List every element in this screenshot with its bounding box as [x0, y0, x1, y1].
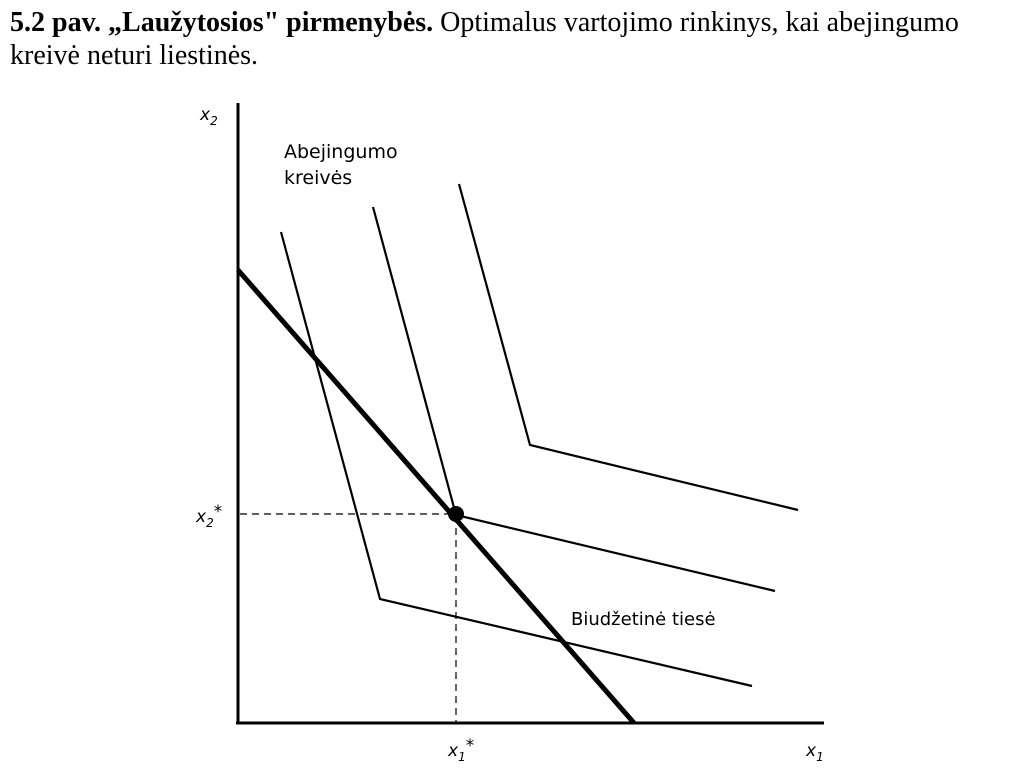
optimum-x1-label: x1* [447, 736, 474, 764]
x-axis-label: x1 [805, 741, 824, 764]
figure-number: 5.2 pav. „Laužytosios" pirmenybės. [10, 7, 434, 38]
optimum-point [448, 506, 464, 522]
indifference-curve-mid [371, 206, 776, 593]
figure-caption: 5.2 pav. „Laužytosios" pirmenybės. Optim… [10, 6, 1014, 72]
optimum-x2-label: x2* [195, 502, 222, 530]
indifference-curve-high [457, 183, 799, 512]
budget-line [236, 268, 636, 725]
y-axis-label: x2 [199, 105, 218, 128]
curves-label-line2: kreivės [284, 167, 352, 189]
curves-label-line1: Abejingumo [284, 141, 398, 163]
figure-description: Optimalus vartojimo rinkinys, kai abejin… [10, 7, 959, 71]
budget-line-label: Biudžetinė tiesė [571, 609, 716, 630]
